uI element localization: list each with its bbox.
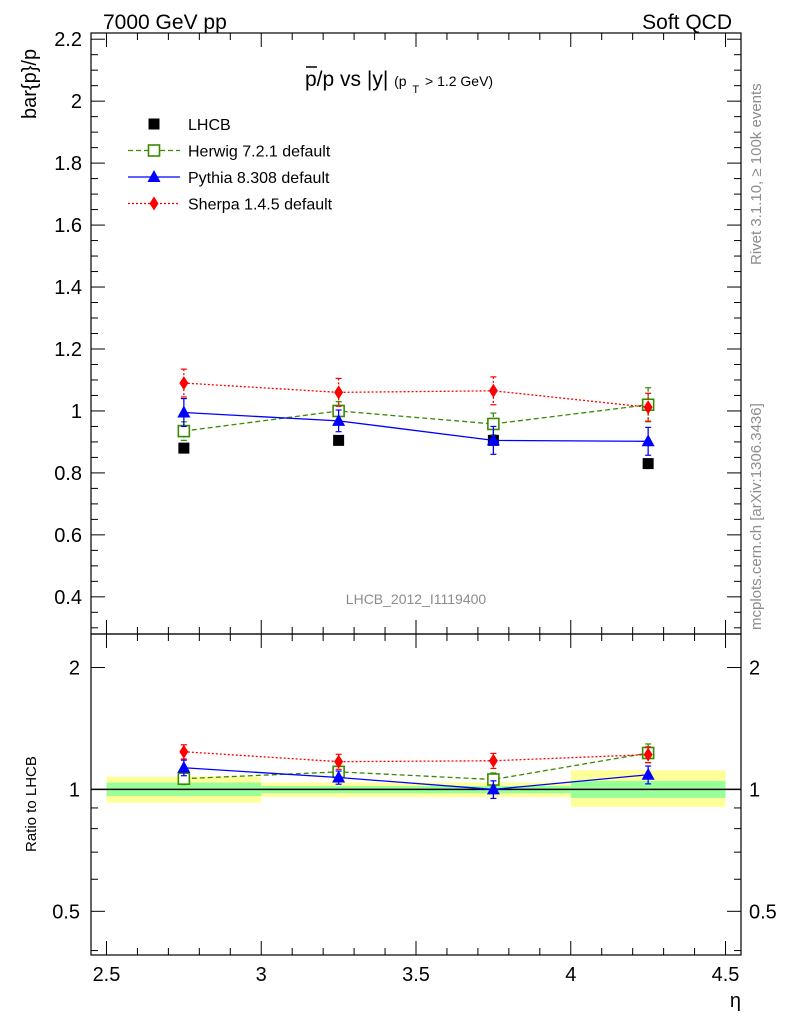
legend-marker-pythia bbox=[147, 170, 161, 182]
main-y-tick-label: 2 bbox=[71, 91, 82, 113]
ratio-sherpa-point bbox=[488, 753, 498, 768]
main-pythia-point bbox=[486, 433, 500, 446]
header-left: 7000 GeV pp bbox=[103, 11, 227, 34]
legend: LHCB Herwig 7.2.1 default Pythia 8.308 def… bbox=[128, 117, 333, 214]
main-sherpa-point bbox=[334, 385, 344, 400]
main-lhcb-point bbox=[333, 434, 345, 446]
ratio-sherpa-point bbox=[643, 747, 653, 762]
main-sherpa-point bbox=[488, 383, 498, 398]
main-sherpa-point bbox=[179, 376, 189, 391]
header-right: Soft QCD bbox=[642, 11, 732, 34]
main-pythia-point bbox=[332, 413, 346, 426]
x-axis-label: η bbox=[730, 990, 741, 1012]
ratio-y-tick-label-right: 2 bbox=[749, 658, 760, 680]
main-y-tick-label: 0.8 bbox=[54, 463, 82, 485]
main-y-tick-label: 1.8 bbox=[54, 153, 82, 175]
main-y-tick-label: 1 bbox=[71, 401, 82, 423]
ratio-y-tick-label-right: 1 bbox=[749, 779, 760, 801]
main-y-tick-label: 2.2 bbox=[54, 29, 82, 51]
ratio-sherpa-line bbox=[183, 751, 649, 763]
title-sub-index: T bbox=[412, 84, 419, 96]
main-herwig-point bbox=[177, 424, 191, 438]
x-tick-label: 2.5 bbox=[93, 964, 121, 986]
legend-marker-sherpa bbox=[149, 196, 159, 211]
rivet-label: Rivet 3.1.10, ≥ 100k events bbox=[748, 83, 765, 265]
ratio-herwig-line bbox=[183, 752, 649, 781]
main-y-tick-label: 0.6 bbox=[54, 525, 82, 547]
main-sherpa-point bbox=[643, 400, 653, 415]
main-sherpa-line bbox=[183, 382, 649, 408]
ratio-pythia-point bbox=[641, 767, 655, 780]
ratio-pythia-point bbox=[332, 770, 346, 783]
analysis-id: LHCB_2012_I1119400 bbox=[346, 591, 487, 607]
main-pythia-point bbox=[641, 434, 655, 447]
ratio-panel: 2.5 3 3.5 4 4.5 0.5 0.5 1 1 2 2 bbox=[52, 633, 777, 986]
main-panel: 0.4 0.6 0.8 1 1.2 1.4 1.6 1.8 2 2.2 bbox=[54, 29, 742, 635]
main-pythia-point bbox=[177, 405, 191, 418]
ratio-pythia-point bbox=[486, 782, 500, 795]
main-pythia-line bbox=[183, 411, 649, 442]
legend-marker-herwig bbox=[147, 144, 161, 157]
main-lhcb-point bbox=[642, 458, 654, 470]
ratio-sherpa-point bbox=[179, 744, 189, 759]
legend-label-pythia: Pythia 8.308 default bbox=[188, 170, 330, 187]
ratio-y-tick-label-right: 0.5 bbox=[749, 901, 777, 923]
ratio-y-tick-label: 1 bbox=[69, 779, 80, 801]
ratio-pythia-point bbox=[177, 760, 191, 773]
main-y-tick-label: 1.4 bbox=[54, 277, 82, 299]
ratio-y-tick-label: 2 bbox=[69, 658, 80, 680]
main-y-tick-label: 1.2 bbox=[54, 339, 82, 361]
x-tick-label: 3 bbox=[256, 964, 267, 986]
x-tick-label: 4 bbox=[565, 964, 576, 986]
legend-label-lhcb: LHCB bbox=[188, 117, 231, 134]
legend-marker-lhcb bbox=[148, 118, 160, 130]
ratio-y-tick-label: 0.5 bbox=[52, 901, 80, 923]
main-lhcb-point bbox=[178, 442, 190, 454]
title-sub-tail: > 1.2 GeV) bbox=[425, 73, 493, 89]
ratio-sherpa-point bbox=[334, 754, 344, 769]
ratio-ylabel: Ratio to LHCB bbox=[23, 756, 40, 852]
ratio-pythia-line bbox=[183, 767, 649, 791]
legend-label-sherpa: Sherpa 1.4.5 default bbox=[188, 197, 333, 214]
main-y-tick-label: 1.6 bbox=[54, 215, 82, 237]
chart-title: p/p vs |y| (p T > 1.2 GeV) bbox=[305, 68, 493, 98]
legend-label-herwig: Herwig 7.2.1 default bbox=[188, 144, 331, 161]
main-y-tick-label: 0.4 bbox=[54, 587, 82, 609]
main-ylabel: bar{p}/p bbox=[19, 49, 41, 119]
main-herwig-line bbox=[183, 404, 649, 432]
title-main: p/p vs |y| bbox=[305, 68, 388, 91]
mcplots-label: mcplots.cern.ch [arXiv:1306.3436] bbox=[748, 403, 765, 630]
x-tick-label: 3.5 bbox=[402, 964, 430, 986]
x-tick-label: 4.5 bbox=[712, 964, 740, 986]
title-sub: (p bbox=[394, 73, 407, 89]
